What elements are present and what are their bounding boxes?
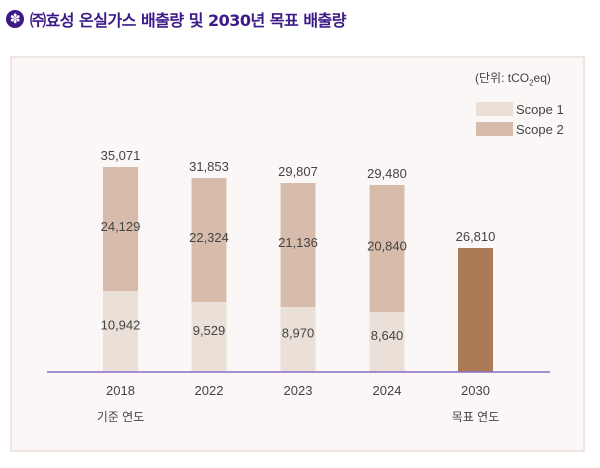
legend-item-scope2: Scope 2: [476, 119, 564, 139]
chart-title-text: ㈜효성 온실가스 배출량 및 2030년 목표 배출량: [30, 11, 346, 30]
label-scope2-2022: 22,324: [189, 230, 229, 245]
label-scope2-2023: 21,136: [278, 235, 318, 250]
bar-scope2-2023: [280, 183, 316, 307]
legend-item-scope1: Scope 1: [476, 99, 564, 119]
x-tick-label-2024: 2024: [373, 383, 402, 398]
label-total-2018: 35,071: [101, 148, 141, 163]
x-tick-label-2018: 2018: [106, 383, 135, 398]
label-scope2-2018: 24,129: [101, 219, 141, 234]
label-total-2022: 31,853: [189, 159, 229, 174]
bar-scope1-2024: [369, 312, 405, 372]
label-scope1-2024: 8,640: [371, 328, 404, 343]
legend-label-scope1: Scope 1: [516, 101, 564, 117]
bar-scope2-2018: [103, 167, 138, 291]
x-tick-label-2023: 2023: [284, 383, 313, 398]
x-note-2030: 목표 연도: [452, 410, 500, 424]
x-note-2018: 기준 연도: [97, 410, 145, 424]
legend-swatch-scope2: [476, 122, 513, 136]
label-scope1-2022: 9,529: [193, 323, 226, 338]
label-total-2023: 29,807: [278, 164, 318, 179]
label-total-2024: 29,480: [367, 166, 407, 181]
label-total-2030: 26,810: [456, 229, 496, 244]
bar-scope1-2023: [280, 307, 316, 372]
unit-label: (단위: tCO2eq): [475, 71, 551, 88]
bar-scope1-2018: [103, 291, 138, 372]
label-scope2-2024: 20,840: [367, 239, 407, 254]
legend-label-scope2: Scope 2: [516, 121, 564, 137]
x-tick-label-2030: 2030: [461, 383, 490, 398]
asterisk-circle-icon: ✽: [6, 10, 24, 28]
label-scope1-2023: 8,970: [282, 326, 315, 341]
x-tick-label-2022: 2022: [195, 383, 224, 398]
legend: Scope 1 Scope 2: [476, 99, 564, 139]
chart-title: ✽ ㈜효성 온실가스 배출량 및 2030년 목표 배출량: [6, 6, 346, 32]
label-scope1-2018: 10,942: [101, 318, 141, 333]
bar-scope2-2024: [369, 185, 405, 312]
bar-target-2030: [458, 248, 493, 372]
bar-scope1-2022: [191, 302, 227, 372]
bar-scope2-2022: [191, 178, 227, 302]
legend-swatch-scope1: [476, 102, 513, 116]
